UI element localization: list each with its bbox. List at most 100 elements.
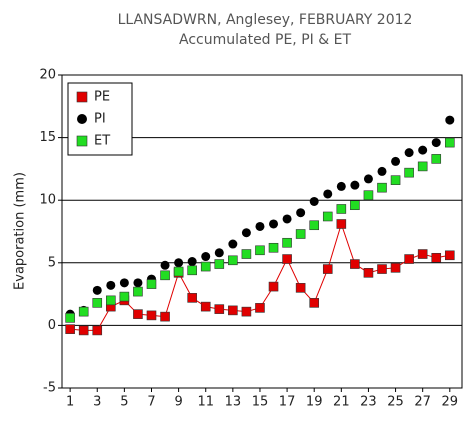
marker (295, 229, 306, 239)
marker (228, 305, 238, 316)
marker (119, 291, 130, 302)
marker (445, 115, 455, 125)
marker (255, 221, 265, 231)
marker (187, 293, 197, 303)
chart-subtitle: Accumulated PE, PI & ET (179, 32, 351, 48)
legend-label: PI (94, 112, 106, 127)
marker (350, 200, 360, 211)
marker (228, 239, 238, 249)
marker (92, 325, 103, 336)
marker (295, 283, 306, 293)
x-tick-label: 13 (225, 395, 242, 410)
marker (201, 252, 211, 262)
marker (431, 154, 442, 164)
marker (377, 182, 387, 193)
marker (391, 156, 401, 166)
marker (187, 257, 197, 267)
marker (323, 189, 333, 199)
marker (160, 270, 170, 281)
marker (187, 265, 197, 276)
marker (417, 161, 428, 172)
x-tick-label: 27 (414, 395, 431, 410)
marker (296, 208, 306, 218)
marker (133, 286, 143, 297)
marker (133, 278, 143, 288)
marker (363, 268, 374, 278)
marker (336, 219, 347, 229)
marker (268, 281, 279, 292)
marker (417, 249, 428, 259)
marker (255, 303, 265, 313)
marker (309, 196, 319, 206)
marker (431, 252, 442, 263)
marker (282, 254, 292, 264)
marker (444, 137, 455, 148)
marker (106, 295, 116, 306)
marker (404, 148, 414, 158)
marker (200, 301, 211, 312)
x-tick-label: 7 (147, 395, 155, 410)
x-tick-label: 5 (120, 395, 128, 410)
marker (214, 259, 225, 269)
marker (119, 278, 129, 288)
x-tick-label: 9 (174, 395, 182, 410)
y-tick-label: 5 (48, 255, 56, 270)
marker (336, 204, 347, 214)
marker (404, 254, 414, 264)
y-tick-label: 20 (39, 68, 56, 83)
marker (309, 298, 320, 308)
marker (78, 325, 89, 336)
marker (65, 324, 75, 334)
marker (390, 175, 401, 185)
y-axis-label: Evaporation (mm) (13, 172, 28, 290)
marker (146, 310, 157, 321)
marker (377, 166, 387, 176)
marker (282, 214, 292, 224)
marker (444, 250, 455, 261)
marker (255, 245, 265, 256)
marker (418, 145, 428, 155)
y-tick-label: 10 (39, 193, 56, 208)
y-tick-label: 0 (48, 318, 56, 333)
marker (241, 306, 252, 317)
legend-marker (76, 91, 88, 103)
marker (200, 261, 211, 272)
marker (78, 306, 89, 317)
marker (160, 260, 170, 270)
marker (363, 174, 373, 184)
marker (282, 237, 292, 248)
marker (65, 313, 75, 323)
marker (92, 298, 103, 308)
marker (363, 190, 374, 200)
x-tick-label: 29 (442, 395, 459, 410)
x-tick-label: 19 (306, 395, 323, 410)
x-tick-label: 23 (360, 395, 377, 410)
marker (268, 242, 279, 253)
marker (241, 249, 252, 259)
legend-label: ET (94, 134, 110, 149)
marker (404, 167, 414, 178)
marker (241, 228, 251, 238)
marker (92, 285, 102, 295)
y-tick-label: -5 (43, 381, 56, 396)
marker (269, 219, 279, 229)
marker (146, 279, 157, 289)
marker (214, 304, 225, 314)
marker (336, 181, 346, 191)
marker (322, 264, 333, 274)
marker (377, 264, 387, 274)
x-tick-label: 25 (387, 395, 404, 410)
legend-marker (77, 114, 87, 124)
x-tick-label: 21 (333, 395, 350, 410)
plot-frame (61, 74, 463, 389)
x-tick-label: 17 (279, 395, 296, 410)
chart-title: LLANSADWRN, Anglesey, FEBRUARY 2012 (118, 12, 413, 28)
x-tick-label: 11 (197, 395, 214, 410)
marker (174, 258, 184, 268)
marker (431, 138, 441, 148)
marker (106, 280, 116, 290)
series-line (70, 222, 450, 331)
marker (160, 311, 170, 322)
marker (133, 309, 143, 319)
